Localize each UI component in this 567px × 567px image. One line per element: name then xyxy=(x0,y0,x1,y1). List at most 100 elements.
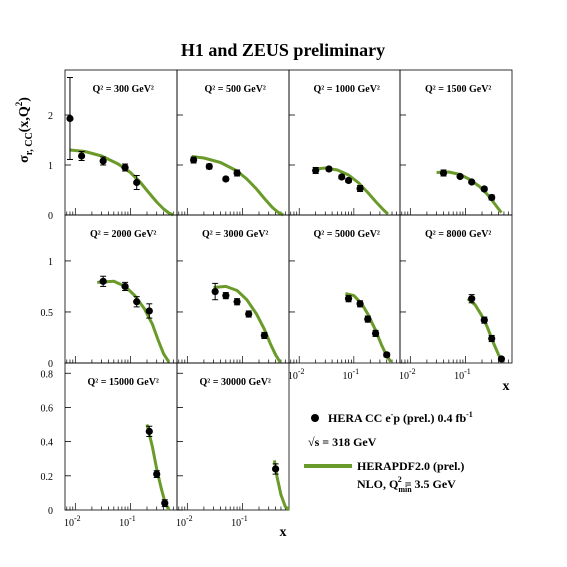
data-point xyxy=(189,156,198,164)
data-point xyxy=(222,175,230,183)
data-point xyxy=(344,295,353,303)
panel-title: Q² = 3000 GeV² xyxy=(202,229,268,240)
panel-title: Q² = 2000 GeV² xyxy=(90,229,156,240)
panel-title: Q² = 1500 GeV² xyxy=(425,84,491,95)
legend-sqrt-s: √s = 318 GeV xyxy=(308,435,377,449)
data-point xyxy=(205,162,213,171)
y-tick-label: 0.2 xyxy=(41,472,54,483)
y-tick-label: 0.5 xyxy=(41,308,54,319)
data-point xyxy=(497,355,506,363)
data-point xyxy=(161,499,169,507)
theory-curve xyxy=(213,284,282,363)
legend-theory-label-2: NLO, Qmin2 = 3.5 GeV xyxy=(357,475,456,494)
data-point xyxy=(77,152,86,160)
panel-q2-2000: Q² = 2000 GeV² 0 0.5 1 xyxy=(41,214,178,370)
theory-curve xyxy=(466,297,504,363)
data-point xyxy=(121,282,129,291)
data-point xyxy=(325,165,333,173)
y-axis-close: ) xyxy=(17,97,32,102)
data-point xyxy=(480,316,488,324)
data-point xyxy=(272,465,280,473)
x-tick-label: 10-1 xyxy=(119,514,136,529)
y-axis-symbol: σ xyxy=(17,155,32,163)
panel-q2-500: Q² = 500 GeV² xyxy=(176,69,290,217)
data-point xyxy=(488,334,496,343)
y-tick-label: 0 xyxy=(48,506,53,517)
data-point xyxy=(133,178,141,187)
data-point xyxy=(99,157,107,165)
data-point xyxy=(371,329,380,337)
y-tick-label: 0.8 xyxy=(41,369,54,380)
svg-text:σr, CC(x,Q2): σr, CC(x,Q2) xyxy=(14,97,35,163)
panel-q2-8000: Q² = 8000 GeV² 10-2 10-1 xyxy=(399,214,513,382)
x-tick-label: 10-1 xyxy=(343,367,360,382)
data-point xyxy=(260,331,268,340)
data-point xyxy=(133,298,141,306)
theory-curve xyxy=(97,279,171,363)
y-tick-label: 2 xyxy=(48,111,53,122)
data-point xyxy=(356,184,364,193)
data-point xyxy=(488,193,496,202)
y-tick-label: 0 xyxy=(48,359,53,370)
legend-data-label: HERA CC e-p (prel.) 0.4 fb-1 xyxy=(328,410,473,425)
theory-curve xyxy=(315,166,389,216)
panel-q2-1000: Q² = 1000 GeV² xyxy=(288,69,401,216)
panel-title: Q² = 1000 GeV² xyxy=(314,84,380,95)
data-point xyxy=(312,166,320,175)
panel-frame xyxy=(399,214,513,364)
panel-grid: Q² = 300 GeV² 0 1 2 Q² = 500 GeV² Q² = 1000 G… xyxy=(41,69,513,529)
data-point xyxy=(233,298,241,306)
legend: HERA CC e-p (prel.) 0.4 fb-1 √s = 318 Ge… xyxy=(304,410,473,494)
figure-title: H1 and ZEUS preliminary xyxy=(181,40,385,60)
data-point xyxy=(338,173,346,181)
x-axis-label-right: x xyxy=(503,379,510,394)
theory-curve xyxy=(345,292,393,363)
y-axis-subscript: r, CC xyxy=(24,132,35,155)
data-point xyxy=(439,169,448,177)
x-tick-label: 10-2 xyxy=(288,367,305,382)
y-axis-label: σr, CC(x,Q2) xyxy=(14,97,35,163)
data-point xyxy=(468,178,476,186)
legend-data-marker xyxy=(311,414,319,422)
panel-title: Q² = 15000 GeV² xyxy=(88,377,159,388)
theory-curve xyxy=(436,170,503,214)
data-point xyxy=(145,427,153,435)
y-tick-label: 1 xyxy=(48,257,53,268)
data-point xyxy=(480,185,488,193)
data-point xyxy=(364,315,372,323)
x-tick-label: 10-2 xyxy=(176,514,193,529)
data-point xyxy=(245,310,253,318)
panel-title: Q² = 30000 GeV² xyxy=(200,377,271,388)
panel-title: Q² = 500 GeV² xyxy=(205,84,266,95)
panel-title: Q² = 5000 GeV² xyxy=(314,229,380,240)
x-tick-label: 10-2 xyxy=(399,367,416,382)
legend-theory-label: HERAPDF2.0 (prel.) xyxy=(357,459,464,473)
panel-q2-15000: Q² = 15000 GeV² 0 0.2 0.4 0.6 0.8 10-2 10-1 xyxy=(41,362,178,529)
data-point xyxy=(344,176,353,185)
data-point xyxy=(383,351,391,359)
y-tick-label: 1 xyxy=(48,161,53,172)
theory-curve xyxy=(191,155,284,217)
y-axis-superscript: 2 xyxy=(14,101,24,106)
data-point xyxy=(153,470,161,478)
data-point xyxy=(468,295,476,303)
theory-curve xyxy=(145,424,171,511)
data-point xyxy=(356,300,364,308)
data-point xyxy=(222,292,230,300)
panel-q2-5000: Q² = 5000 GeV² 10-2 10-1 xyxy=(288,214,401,382)
data-point xyxy=(121,163,129,172)
data-point xyxy=(456,172,464,181)
data-point xyxy=(211,287,219,296)
x-tick-label: 10-2 xyxy=(64,514,81,529)
y-axis-args: (x,Q xyxy=(17,106,32,132)
data-point xyxy=(99,277,107,285)
data-point xyxy=(145,307,153,315)
panel-frame xyxy=(176,362,290,511)
panel-q2-3000: Q² = 3000 GeV² xyxy=(176,214,290,364)
y-tick-label: 0.6 xyxy=(41,403,54,414)
x-axis-label-bottom: x xyxy=(280,525,287,540)
panel-q2-30000: Q² = 30000 GeV² 10-2 10-1 xyxy=(176,362,291,529)
data-point xyxy=(66,114,74,123)
panel-q2-1500: Q² = 1500 GeV² xyxy=(399,69,513,216)
